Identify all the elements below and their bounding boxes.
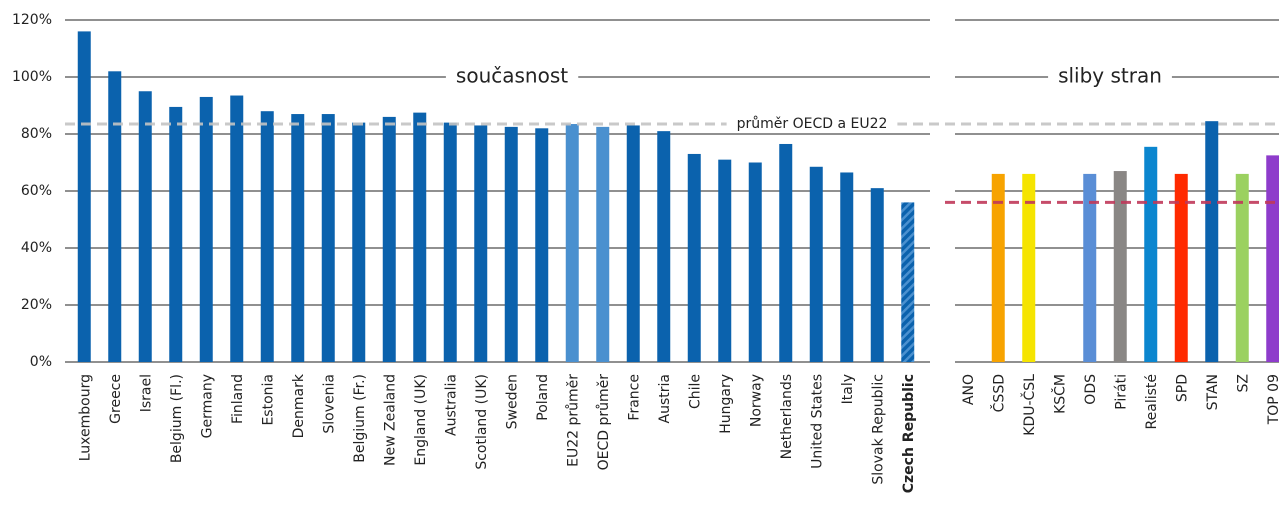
x-tick-label: Belgium (Fl.): [169, 374, 185, 463]
y-tick-label: 0%: [30, 354, 52, 370]
bar: [108, 71, 122, 363]
x-tick-label: Germany: [199, 374, 215, 438]
x-tick-label: STAN: [1205, 374, 1221, 410]
bar: [779, 143, 793, 362]
bar: [1205, 121, 1219, 362]
x-tick-label: France: [626, 374, 642, 421]
bar: [230, 95, 244, 363]
bar: [1022, 173, 1036, 362]
x-tick-label: TOP 09: [1266, 374, 1279, 425]
x-tick-label: Finland: [230, 374, 246, 424]
bar: [291, 114, 305, 362]
x-tick-label: Luxembourg: [77, 374, 93, 461]
x-tick-label: KDU-ČSL: [1020, 374, 1038, 436]
x-tick-label: Italy: [840, 374, 856, 404]
y-tick-label: 60%: [21, 183, 52, 199]
x-tick-label: Estonia: [260, 374, 276, 426]
bar: [413, 112, 427, 362]
x-tick-label: KSČM: [1050, 374, 1068, 414]
x-tick-label: OECD průměr: [596, 374, 612, 471]
bar: [991, 173, 1005, 362]
x-tick-label: Israel: [138, 374, 154, 412]
bar: [1266, 155, 1279, 362]
bar: [352, 122, 366, 362]
bar: [626, 125, 640, 362]
x-tick-label: New Zealand: [382, 374, 398, 466]
bar: [1144, 146, 1158, 362]
bar: [718, 159, 732, 362]
bar: [504, 126, 518, 362]
bar: [565, 124, 579, 363]
bar: [840, 172, 854, 362]
x-tick-label: England (UK): [413, 374, 429, 466]
bar: [199, 96, 213, 362]
bar: [657, 131, 671, 362]
bar: [901, 202, 915, 362]
x-tick-label: SPD: [1174, 374, 1190, 402]
x-tick-label: Austria: [657, 374, 673, 423]
y-tick-label: 20%: [21, 297, 52, 313]
bar: [535, 128, 549, 362]
x-tick-label: Czech Republic: [901, 374, 917, 493]
bar: [321, 114, 335, 362]
y-tick-label: 100%: [12, 69, 52, 85]
bar: [687, 153, 701, 362]
bar: [382, 116, 396, 363]
y-tick-label: 120%: [12, 12, 52, 28]
bar: [748, 162, 762, 362]
x-tick-label: ODS: [1083, 374, 1099, 405]
bar: [1174, 173, 1188, 362]
bar: [1235, 173, 1249, 362]
bar: [474, 125, 488, 362]
bar: [138, 91, 152, 362]
panel-title-bg: [1048, 62, 1172, 89]
x-tick-label: Australia: [443, 374, 459, 436]
panel-title-bg: [445, 62, 579, 89]
x-tick-label: Scotland (UK): [474, 374, 490, 470]
x-tick-label: Realisté: [1144, 374, 1160, 429]
x-tick-label: ČSSD: [989, 374, 1007, 412]
bar: [260, 111, 274, 362]
x-tick-label: Chile: [687, 374, 703, 409]
bar: [1083, 173, 1097, 362]
panel-title: současnost: [456, 64, 568, 88]
x-tick-label: Slovenia: [321, 374, 337, 434]
y-tick-label: 40%: [21, 240, 52, 256]
x-tick-label: United States: [809, 374, 825, 469]
reference-label-bg: [726, 115, 898, 134]
x-tick-label: Slovak Republic: [870, 374, 886, 485]
bar: [1113, 171, 1127, 362]
bar: [809, 166, 823, 362]
reference-label: průměr OECD a EU22: [737, 116, 888, 132]
x-tick-label: Hungary: [718, 374, 734, 434]
bar: [870, 188, 884, 362]
bar: [596, 126, 610, 362]
x-tick-label: Netherlands: [779, 374, 795, 459]
x-tick-label: ANO: [961, 374, 977, 405]
bar: [169, 106, 183, 362]
x-tick-label: Piráti: [1113, 374, 1129, 410]
panel-title: sliby stran: [1058, 64, 1162, 88]
bar: [443, 122, 457, 362]
x-tick-label: Norway: [748, 374, 764, 427]
y-tick-label: 80%: [21, 126, 52, 142]
x-tick-label: Sweden: [504, 374, 520, 429]
x-tick-label: Poland: [535, 374, 551, 421]
x-tick-label: Belgium (Fr.): [352, 374, 368, 463]
x-tick-label: EU22 průměr: [565, 374, 581, 467]
bar: [77, 31, 91, 363]
x-tick-label: SZ: [1235, 374, 1251, 392]
x-tick-label: Denmark: [291, 373, 307, 438]
x-tick-label: Greece: [108, 374, 124, 424]
